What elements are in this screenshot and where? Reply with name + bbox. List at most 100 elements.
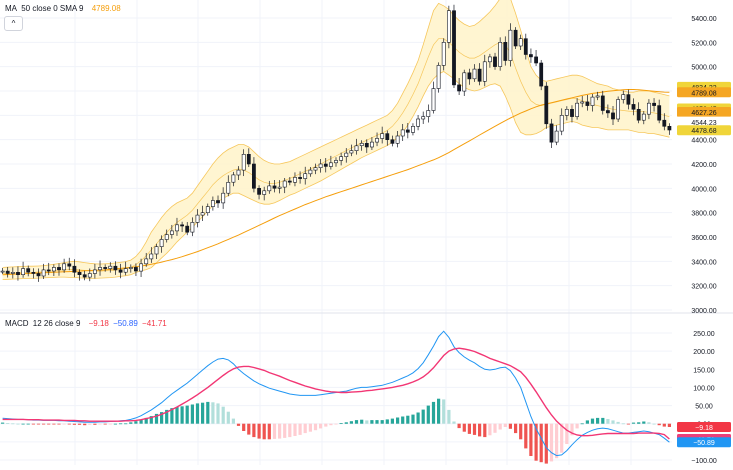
candle-body[interactable] xyxy=(436,65,441,89)
macd-histogram-bar[interactable] xyxy=(483,423,487,438)
macd-histogram-bar[interactable] xyxy=(201,402,205,424)
macd-histogram-bar[interactable] xyxy=(47,423,51,425)
macd-histogram-bar[interactable] xyxy=(293,423,297,436)
macd-histogram-bar[interactable] xyxy=(601,417,605,424)
candle-body[interactable] xyxy=(611,112,615,120)
macd-histogram-bar[interactable] xyxy=(390,418,394,424)
macd-histogram-bar[interactable] xyxy=(231,418,235,424)
candle-body[interactable] xyxy=(46,269,51,272)
candle-body[interactable] xyxy=(605,110,610,114)
price-legend[interactable]: MA 50 close 0 SMA 9 4789.08 xyxy=(5,4,123,13)
candle-body[interactable] xyxy=(200,212,205,216)
macd-histogram-bar[interactable] xyxy=(247,423,251,435)
macd-histogram-bar[interactable] xyxy=(431,401,436,424)
macd-histogram-bar[interactable] xyxy=(226,411,230,424)
bollinger-lower-line[interactable] xyxy=(2,71,670,280)
candle-body[interactable] xyxy=(534,56,539,64)
candle-body[interactable] xyxy=(467,72,472,80)
macd-histogram-bar[interactable] xyxy=(129,422,133,424)
candle-body[interactable] xyxy=(411,126,415,133)
macd-histogram-bar[interactable] xyxy=(596,417,600,424)
candle-body[interactable] xyxy=(154,246,159,255)
macd-histogram-bar[interactable] xyxy=(11,423,15,425)
macd-histogram-bar[interactable] xyxy=(344,422,348,424)
macd-histogram-bar[interactable] xyxy=(334,423,338,425)
macd-histogram-bar[interactable] xyxy=(565,423,569,444)
candle-body[interactable] xyxy=(544,85,549,125)
macd-histogram-bar[interactable] xyxy=(242,423,246,431)
macd-histogram-bar[interactable] xyxy=(72,423,76,425)
candle-body[interactable] xyxy=(590,96,595,106)
candle-body[interactable] xyxy=(195,214,200,223)
macd-histogram-bar[interactable] xyxy=(354,420,359,424)
candle-body[interactable] xyxy=(241,154,246,171)
candle-body[interactable] xyxy=(349,150,354,154)
candle-body[interactable] xyxy=(123,268,128,273)
macd-histogram-bar[interactable] xyxy=(52,423,56,425)
candle-body[interactable] xyxy=(482,61,487,82)
candle-body[interactable] xyxy=(575,102,580,117)
candle-body[interactable] xyxy=(159,239,164,247)
macd-histogram-bar[interactable] xyxy=(503,423,507,427)
candle-body[interactable] xyxy=(318,163,323,169)
candle-body[interactable] xyxy=(77,271,82,275)
candle-body[interactable] xyxy=(421,116,426,120)
macd-histogram-bar[interactable] xyxy=(472,423,477,435)
candle-body[interactable] xyxy=(380,133,385,139)
candle-body[interactable] xyxy=(364,143,369,148)
candle-body[interactable] xyxy=(139,263,144,272)
macd-histogram-bar[interactable] xyxy=(329,423,333,426)
macd-histogram-bar[interactable] xyxy=(488,423,492,436)
macd-legend[interactable]: MACD 12 26 close 9 −9.18 −50.89 −41.71 xyxy=(5,319,169,328)
macd-histogram-bar[interactable] xyxy=(149,416,153,424)
macd-histogram-bar[interactable] xyxy=(642,421,646,424)
macd-histogram-bar[interactable] xyxy=(113,423,117,425)
candle-body[interactable] xyxy=(36,273,41,277)
candle-body[interactable] xyxy=(375,138,379,143)
macd-histogram-bar[interactable] xyxy=(262,423,266,440)
candle-body[interactable] xyxy=(293,177,297,183)
macd-histogram-bar[interactable] xyxy=(570,423,574,436)
candle-body[interactable] xyxy=(164,234,169,240)
collapse-legend-button[interactable]: ^ xyxy=(4,16,23,31)
candle-body[interactable] xyxy=(385,133,390,141)
macd-histogram-bar[interactable] xyxy=(303,423,307,434)
macd-histogram-bar[interactable] xyxy=(437,398,441,424)
candle-body[interactable] xyxy=(82,274,87,278)
macd-histogram-bar[interactable] xyxy=(98,423,102,425)
macd-histogram-bar[interactable] xyxy=(585,420,589,424)
macd-histogram-bar[interactable] xyxy=(134,421,138,424)
macd-histogram-bar[interactable] xyxy=(385,419,389,424)
candle-body[interactable] xyxy=(539,62,544,87)
macd-histogram-bar[interactable] xyxy=(519,423,523,440)
macd-histogram-bar[interactable] xyxy=(77,423,82,425)
candle-body[interactable] xyxy=(211,200,215,207)
candle-body[interactable] xyxy=(303,173,308,179)
candle-body[interactable] xyxy=(205,206,210,214)
candle-body[interactable] xyxy=(287,180,292,183)
candle-body[interactable] xyxy=(128,267,133,269)
candle-body[interactable] xyxy=(5,270,10,274)
candle-body[interactable] xyxy=(472,68,477,80)
macd-histogram-bar[interactable] xyxy=(139,419,143,424)
bollinger-upper-line[interactable] xyxy=(2,0,670,268)
macd-histogram-bar[interactable] xyxy=(452,421,456,424)
macd-histogram-bar[interactable] xyxy=(206,401,210,424)
macd-histogram-bar[interactable] xyxy=(6,423,10,424)
candle-body[interactable] xyxy=(113,265,118,271)
macd-histogram-bar[interactable] xyxy=(375,420,379,424)
candle-body[interactable] xyxy=(344,152,349,158)
candle-body[interactable] xyxy=(657,105,662,121)
macd-histogram-bar[interactable] xyxy=(21,423,25,425)
candle-body[interactable] xyxy=(87,273,92,278)
macd-histogram-bar[interactable] xyxy=(124,423,128,425)
macd-histogram-bar[interactable] xyxy=(16,423,20,425)
macd-histogram-bar[interactable] xyxy=(154,413,159,424)
macd-histogram-bar[interactable] xyxy=(667,423,671,427)
candle-body[interactable] xyxy=(257,188,262,195)
candle-body[interactable] xyxy=(180,224,185,227)
candle-body[interactable] xyxy=(405,129,410,133)
candle-body[interactable] xyxy=(426,110,431,117)
candle-body[interactable] xyxy=(51,267,56,272)
